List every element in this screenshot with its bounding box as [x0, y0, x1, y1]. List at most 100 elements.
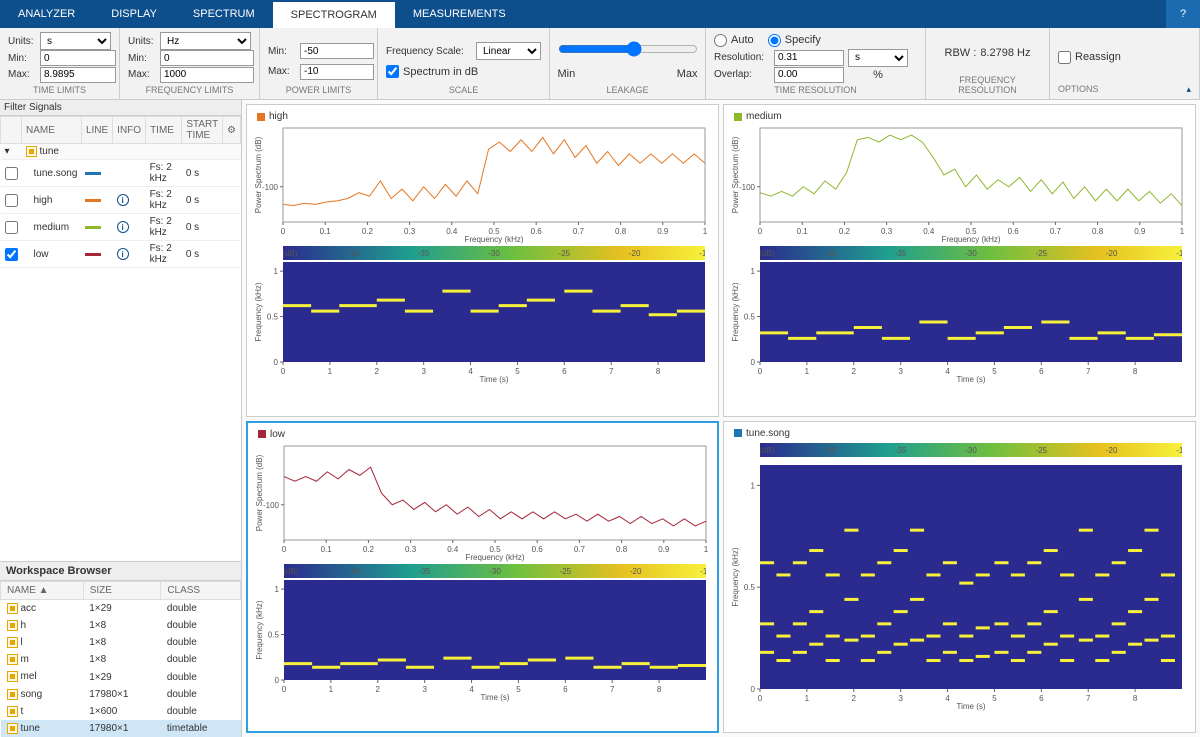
var-icon	[7, 671, 18, 682]
signal-check[interactable]	[5, 221, 18, 234]
svg-text:0.6: 0.6	[531, 227, 543, 236]
signal-row[interactable]: high i Fs: 2 kHz 0 s	[1, 187, 241, 214]
panel-song[interactable]: tune.song-45 (dB)-40-35-30-25-20-15 0123…	[723, 421, 1196, 734]
res-unit-select[interactable]: s	[848, 49, 908, 67]
col-time[interactable]: TIME	[146, 117, 182, 144]
signal-row[interactable]: medium i Fs: 2 kHz 0 s	[1, 214, 241, 241]
spectrum-db-checkbox[interactable]	[386, 65, 399, 78]
col-start[interactable]: START TIME	[182, 117, 223, 144]
spectrogram-chart[interactable]: -45 (dB)-40-35-30-25-20-15 01234567800.5…	[728, 244, 1188, 384]
freq-units-select[interactable]: Hz	[160, 32, 251, 50]
tab-spectrum[interactable]: SPECTRUM	[175, 0, 273, 28]
signal-row[interactable]: low i Fs: 2 kHz 0 s	[1, 241, 241, 268]
svg-text:4: 4	[945, 694, 950, 703]
col-name[interactable]: NAME	[22, 117, 82, 144]
spectrum-chart[interactable]: 00.10.20.30.40.50.60.70.80.91-100 Freque…	[728, 124, 1188, 244]
svg-text:Time (s): Time (s)	[479, 375, 508, 384]
series-swatch-icon	[258, 430, 266, 438]
svg-text:0: 0	[274, 358, 279, 367]
res-input[interactable]	[774, 50, 844, 66]
help-button[interactable]: ?	[1166, 0, 1200, 28]
auto-radio[interactable]	[714, 34, 727, 47]
workspace-row[interactable]: m1×8double	[1, 651, 241, 668]
panel-high[interactable]: high 00.10.20.30.40.50.60.70.80.91-100 F…	[246, 104, 719, 417]
gear-icon[interactable]: ⚙	[223, 117, 241, 144]
signal-parent[interactable]: tune	[40, 146, 59, 157]
workspace-row[interactable]: mel1×29double	[1, 668, 241, 685]
workspace-row[interactable]: acc1×29double	[1, 599, 241, 617]
freq-scale-select[interactable]: Linear	[476, 42, 541, 60]
spectrogram-chart[interactable]: 01234567800.51 Time (s) Frequency (kHz)	[728, 461, 1188, 711]
power-max-input[interactable]	[300, 64, 374, 80]
group-leakage: MinMax LEAKAGE	[550, 28, 706, 99]
panel-medium[interactable]: medium 00.10.20.30.40.50.60.70.80.91-100…	[723, 104, 1196, 417]
info-icon[interactable]: i	[117, 221, 129, 233]
signal-check[interactable]	[5, 194, 18, 207]
workspace-row[interactable]: song17980×1double	[1, 686, 241, 703]
tab-spectrogram[interactable]: SPECTROGRAM	[273, 0, 395, 28]
min-label: Min:	[128, 53, 156, 64]
svg-text:-45 (dB): -45 (dB)	[760, 446, 775, 455]
svg-text:0.1: 0.1	[320, 227, 332, 236]
svg-text:0: 0	[758, 367, 763, 376]
info-icon[interactable]: i	[117, 248, 129, 260]
svg-text:4: 4	[469, 685, 474, 694]
workspace-row[interactable]: h1×8double	[1, 617, 241, 634]
var-class: double	[161, 668, 241, 685]
time-max-input[interactable]	[40, 67, 116, 83]
workspace-row[interactable]: t1×600double	[1, 703, 241, 720]
tab-display[interactable]: DISPLAY	[93, 0, 175, 28]
ws-col-size[interactable]: SIZE	[83, 581, 161, 599]
colorbar: -45 (dB)-40-35-30-25-20-15	[760, 246, 1182, 260]
var-size: 1×8	[83, 634, 161, 651]
signal-check[interactable]	[5, 248, 18, 261]
signals-table: NAME LINE INFO TIME START TIME ⚙ ▾ tune t…	[0, 116, 241, 268]
svg-text:0.3: 0.3	[881, 227, 893, 236]
ws-col-class[interactable]: CLASS	[161, 581, 241, 599]
signal-row[interactable]: tune.song Fs: 2 kHz 0 s	[1, 160, 241, 187]
ws-col-name[interactable]: NAME ▲	[1, 581, 84, 599]
svg-text:1: 1	[751, 481, 756, 490]
workspace-row[interactable]: l1×8double	[1, 634, 241, 651]
col-info[interactable]: INFO	[113, 117, 146, 144]
svg-text:7: 7	[1086, 694, 1091, 703]
expand-icon[interactable]: ▾	[1, 144, 22, 160]
svg-text:-20: -20	[629, 249, 641, 258]
time-units-select[interactable]: s	[40, 32, 111, 50]
panel-title: low	[252, 427, 713, 442]
svg-text:0: 0	[275, 676, 280, 685]
group-scale: Frequency Scale:Linear Spectrum in dB SC…	[378, 28, 550, 99]
tab-measurements[interactable]: MEASUREMENTS	[395, 0, 524, 28]
svg-text:0: 0	[751, 358, 756, 367]
svg-text:-20: -20	[630, 567, 642, 576]
specify-radio[interactable]	[768, 34, 781, 47]
signal-check[interactable]	[5, 167, 18, 180]
info-icon[interactable]: i	[117, 194, 129, 206]
svg-text:0.9: 0.9	[658, 545, 670, 554]
time-min-input[interactable]	[40, 50, 116, 66]
spectrogram-chart[interactable]: -45 (dB)-40-35-30-25-20-15 01234567800.5…	[252, 562, 712, 702]
spectrum-chart[interactable]: 00.10.20.30.40.50.60.70.80.91-100 Freque…	[251, 124, 711, 244]
main-tabbar: ANALYZERDISPLAYSPECTRUMSPECTROGRAMMEASUR…	[0, 0, 1200, 28]
svg-text:-100: -100	[739, 183, 756, 192]
line-swatch	[85, 253, 101, 256]
overlap-input[interactable]	[774, 67, 844, 83]
collapse-icon[interactable]: ▴	[1186, 84, 1191, 95]
reassign-checkbox[interactable]	[1058, 51, 1071, 64]
freq-max-input[interactable]	[160, 67, 254, 83]
leakage-slider[interactable]	[558, 41, 698, 57]
col-line[interactable]: LINE	[81, 117, 112, 144]
min-label: Min:	[8, 53, 36, 64]
group-freq-limits: Units:Hz Min: Max: FREQUENCY LIMITS	[120, 28, 260, 99]
spectrum-chart[interactable]: 00.10.20.30.40.50.60.70.80.91-100 Freque…	[252, 442, 712, 562]
panel-low[interactable]: low 00.10.20.30.40.50.60.70.80.91-100 Fr…	[246, 421, 719, 734]
svg-text:5: 5	[992, 694, 997, 703]
tab-analyzer[interactable]: ANALYZER	[0, 0, 93, 28]
freq-min-input[interactable]	[160, 50, 254, 66]
svg-text:-15: -15	[1176, 446, 1182, 455]
spectrogram-chart[interactable]: -45 (dB)-40-35-30-25-20-15 01234567800.5…	[251, 244, 711, 384]
workspace-row[interactable]: tune17980×1timetable	[1, 720, 241, 737]
svg-text:8: 8	[656, 367, 661, 376]
svg-text:Frequency (kHz): Frequency (kHz)	[255, 600, 264, 659]
power-min-input[interactable]	[300, 43, 374, 59]
